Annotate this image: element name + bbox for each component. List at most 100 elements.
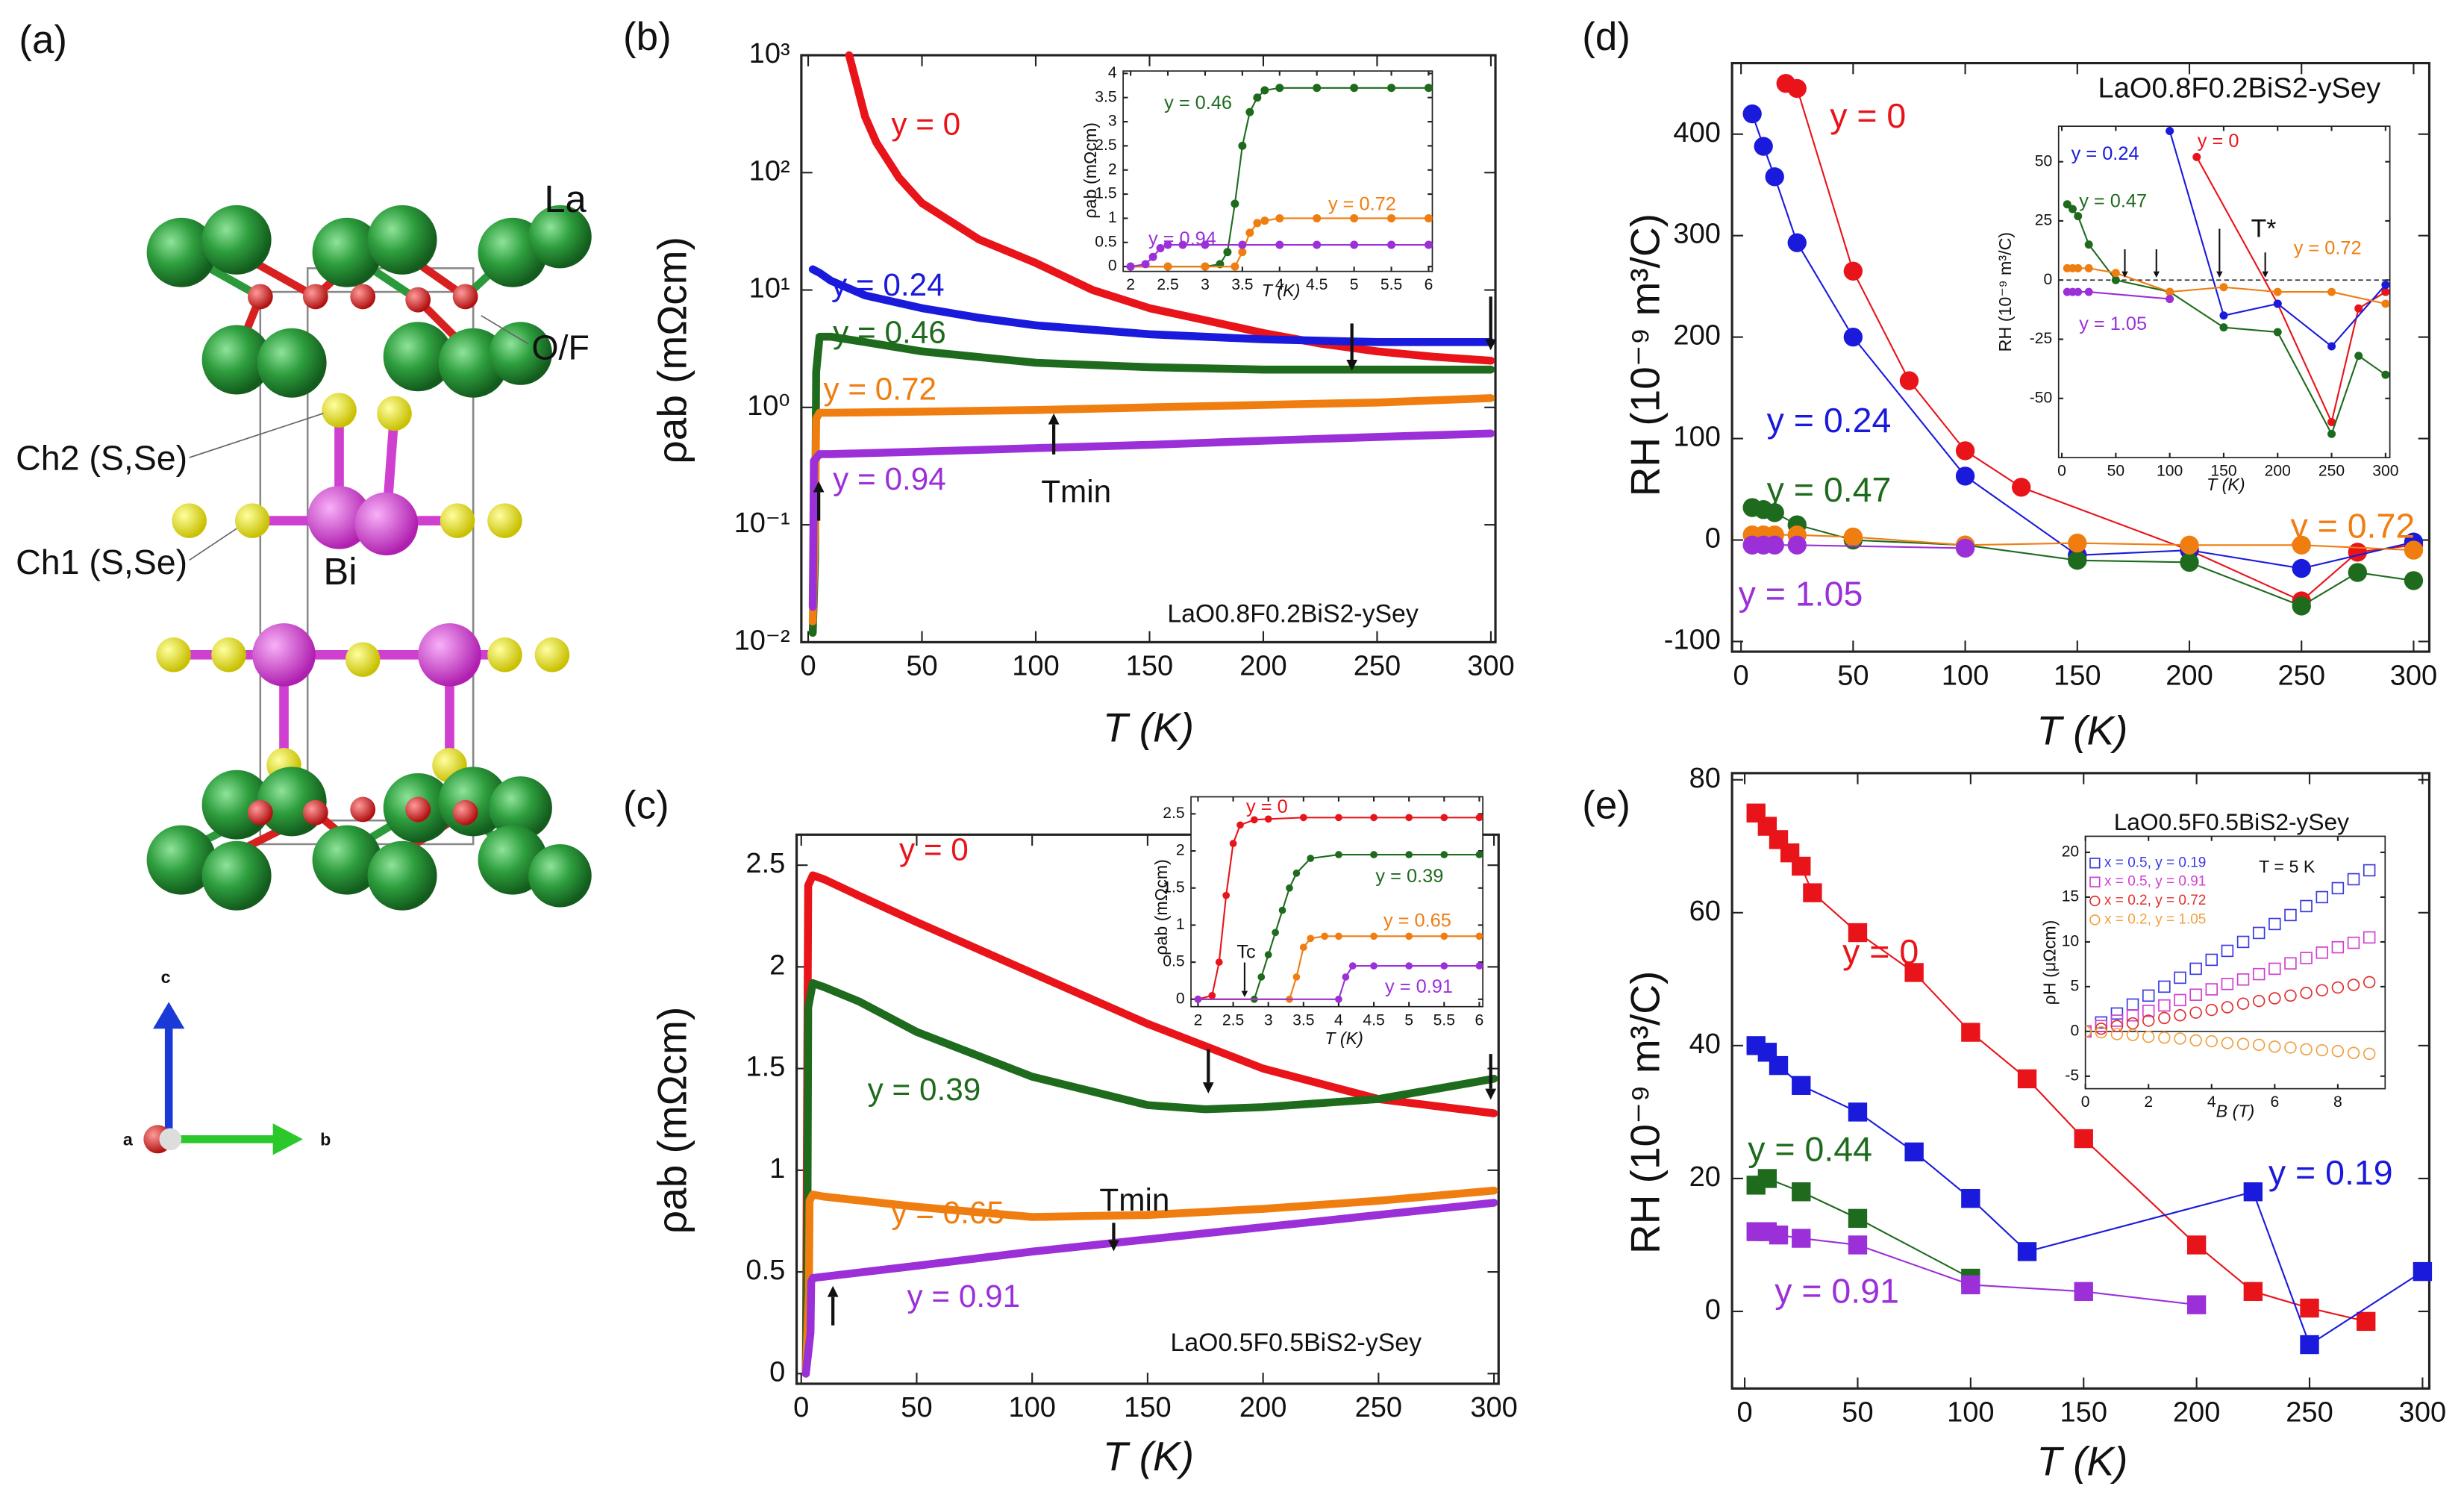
series-label: y = 0.94 <box>833 461 946 496</box>
marker <box>2068 551 2087 570</box>
panel-label: (c) <box>623 783 669 827</box>
annotation: T = 5 K <box>2259 857 2316 876</box>
legend-label: x = 0.2, y = 0.72 <box>2104 893 2206 908</box>
marker <box>1250 816 1258 824</box>
marker <box>1405 932 1413 940</box>
series-label: y = 0.91 <box>1385 976 1453 997</box>
y-tick-label: 0 <box>2070 1022 2079 1039</box>
x-tick-label: 100 <box>2157 463 2183 480</box>
marker <box>2205 1034 2218 1048</box>
arrow-head <box>2121 271 2128 278</box>
x-axis-label: T (K) <box>1103 704 1194 750</box>
y-tick-label: 60 <box>1689 896 1721 927</box>
marker <box>1792 1182 1811 1202</box>
series-line <box>1785 82 2415 602</box>
x-tick-label: 300 <box>2390 660 2437 691</box>
x-tick-label: 250 <box>2286 1397 2333 1429</box>
marker <box>2300 1298 2319 1318</box>
marker <box>2273 287 2282 296</box>
arrow-head <box>1108 1240 1119 1252</box>
marker <box>1313 240 1322 249</box>
marker <box>1961 1188 1980 1208</box>
marker <box>1264 951 1272 959</box>
plot-frame <box>1122 70 1433 272</box>
marker <box>2327 429 2336 438</box>
marker <box>2192 152 2201 161</box>
marker <box>2110 1014 2124 1027</box>
marker <box>2126 1009 2139 1022</box>
marker <box>2074 287 2083 296</box>
series-label: y = 0.91 <box>907 1279 1021 1314</box>
marker <box>2300 987 2313 999</box>
x-tick-label: 50 <box>1842 1397 1873 1429</box>
marker <box>1370 814 1378 822</box>
marker <box>1335 995 1342 1003</box>
marker <box>2236 935 2250 949</box>
series-group <box>1746 803 2433 1355</box>
marker <box>2363 864 2376 877</box>
marker <box>1843 327 1863 347</box>
y-tick-label: -50 <box>2030 389 2053 406</box>
marker <box>2327 287 2336 296</box>
series-label: y = 0.24 <box>2071 143 2139 164</box>
marker <box>2284 989 2297 1002</box>
marker <box>2221 1037 2234 1049</box>
x-tick-label: 150 <box>1126 651 1173 682</box>
y-tick-label: 400 <box>1673 117 1720 149</box>
marker <box>2174 1032 2186 1045</box>
marker <box>2084 263 2093 272</box>
marker <box>2205 983 2218 996</box>
marker <box>2219 283 2228 292</box>
marker <box>2268 992 2281 1005</box>
x-tick-label: 2 <box>2144 1093 2153 1111</box>
marker <box>1231 262 1239 271</box>
y-tick-label: 0.5 <box>745 1255 785 1286</box>
arrow-head <box>1048 413 1060 425</box>
y-tick-label: 2.5 <box>1095 137 1116 154</box>
series-label: y = 0.46 <box>1164 93 1232 113</box>
series-line <box>801 871 1498 1378</box>
marker <box>2189 962 2202 976</box>
y-tick-label: 0 <box>1705 523 1721 555</box>
marker <box>1286 884 1293 892</box>
marker <box>2252 926 2266 940</box>
annotation: Tc <box>1236 942 1256 963</box>
marker <box>1769 1055 1789 1076</box>
marker <box>2268 1040 2281 1053</box>
marker <box>1424 213 1433 222</box>
marker <box>1765 503 1784 522</box>
marker <box>2381 370 2390 379</box>
series-label: y = 0.19 <box>2268 1153 2393 1192</box>
x-tick-label: 150 <box>2210 463 2236 480</box>
marker <box>1163 240 1172 249</box>
marker <box>2110 1007 2124 1020</box>
series-label: y = 0.91 <box>1774 1272 1899 1311</box>
marker <box>2158 980 2171 993</box>
marker <box>1405 851 1413 858</box>
marker <box>2205 1003 2218 1017</box>
marker <box>2074 212 2083 221</box>
arrow-head <box>2153 271 2160 278</box>
marker <box>2413 1261 2433 1282</box>
marker <box>1424 240 1433 249</box>
y-axis-label: RH (10⁻⁹ m³/C) <box>1622 971 1669 1254</box>
y-tick-label: 0 <box>769 1356 785 1388</box>
series-line <box>1197 965 1480 1000</box>
x-tick-label: 300 <box>1467 651 1514 682</box>
series-label: y = 0 <box>1830 96 1906 135</box>
marker <box>1141 260 1150 269</box>
arrow-head <box>813 481 825 493</box>
marker <box>1350 213 1359 222</box>
marker <box>1231 199 1239 208</box>
axes-triad <box>143 1002 303 1155</box>
marker <box>2404 540 2424 560</box>
marker <box>1238 141 1247 150</box>
series-group <box>1126 84 1433 271</box>
x-tick-label: 3 <box>1201 276 1210 293</box>
marker <box>1264 815 1272 823</box>
marker <box>1335 851 1342 858</box>
marker <box>2189 1034 2202 1047</box>
series-label: y = 0.65 <box>891 1195 1004 1230</box>
atom-label: Bi <box>323 550 357 593</box>
